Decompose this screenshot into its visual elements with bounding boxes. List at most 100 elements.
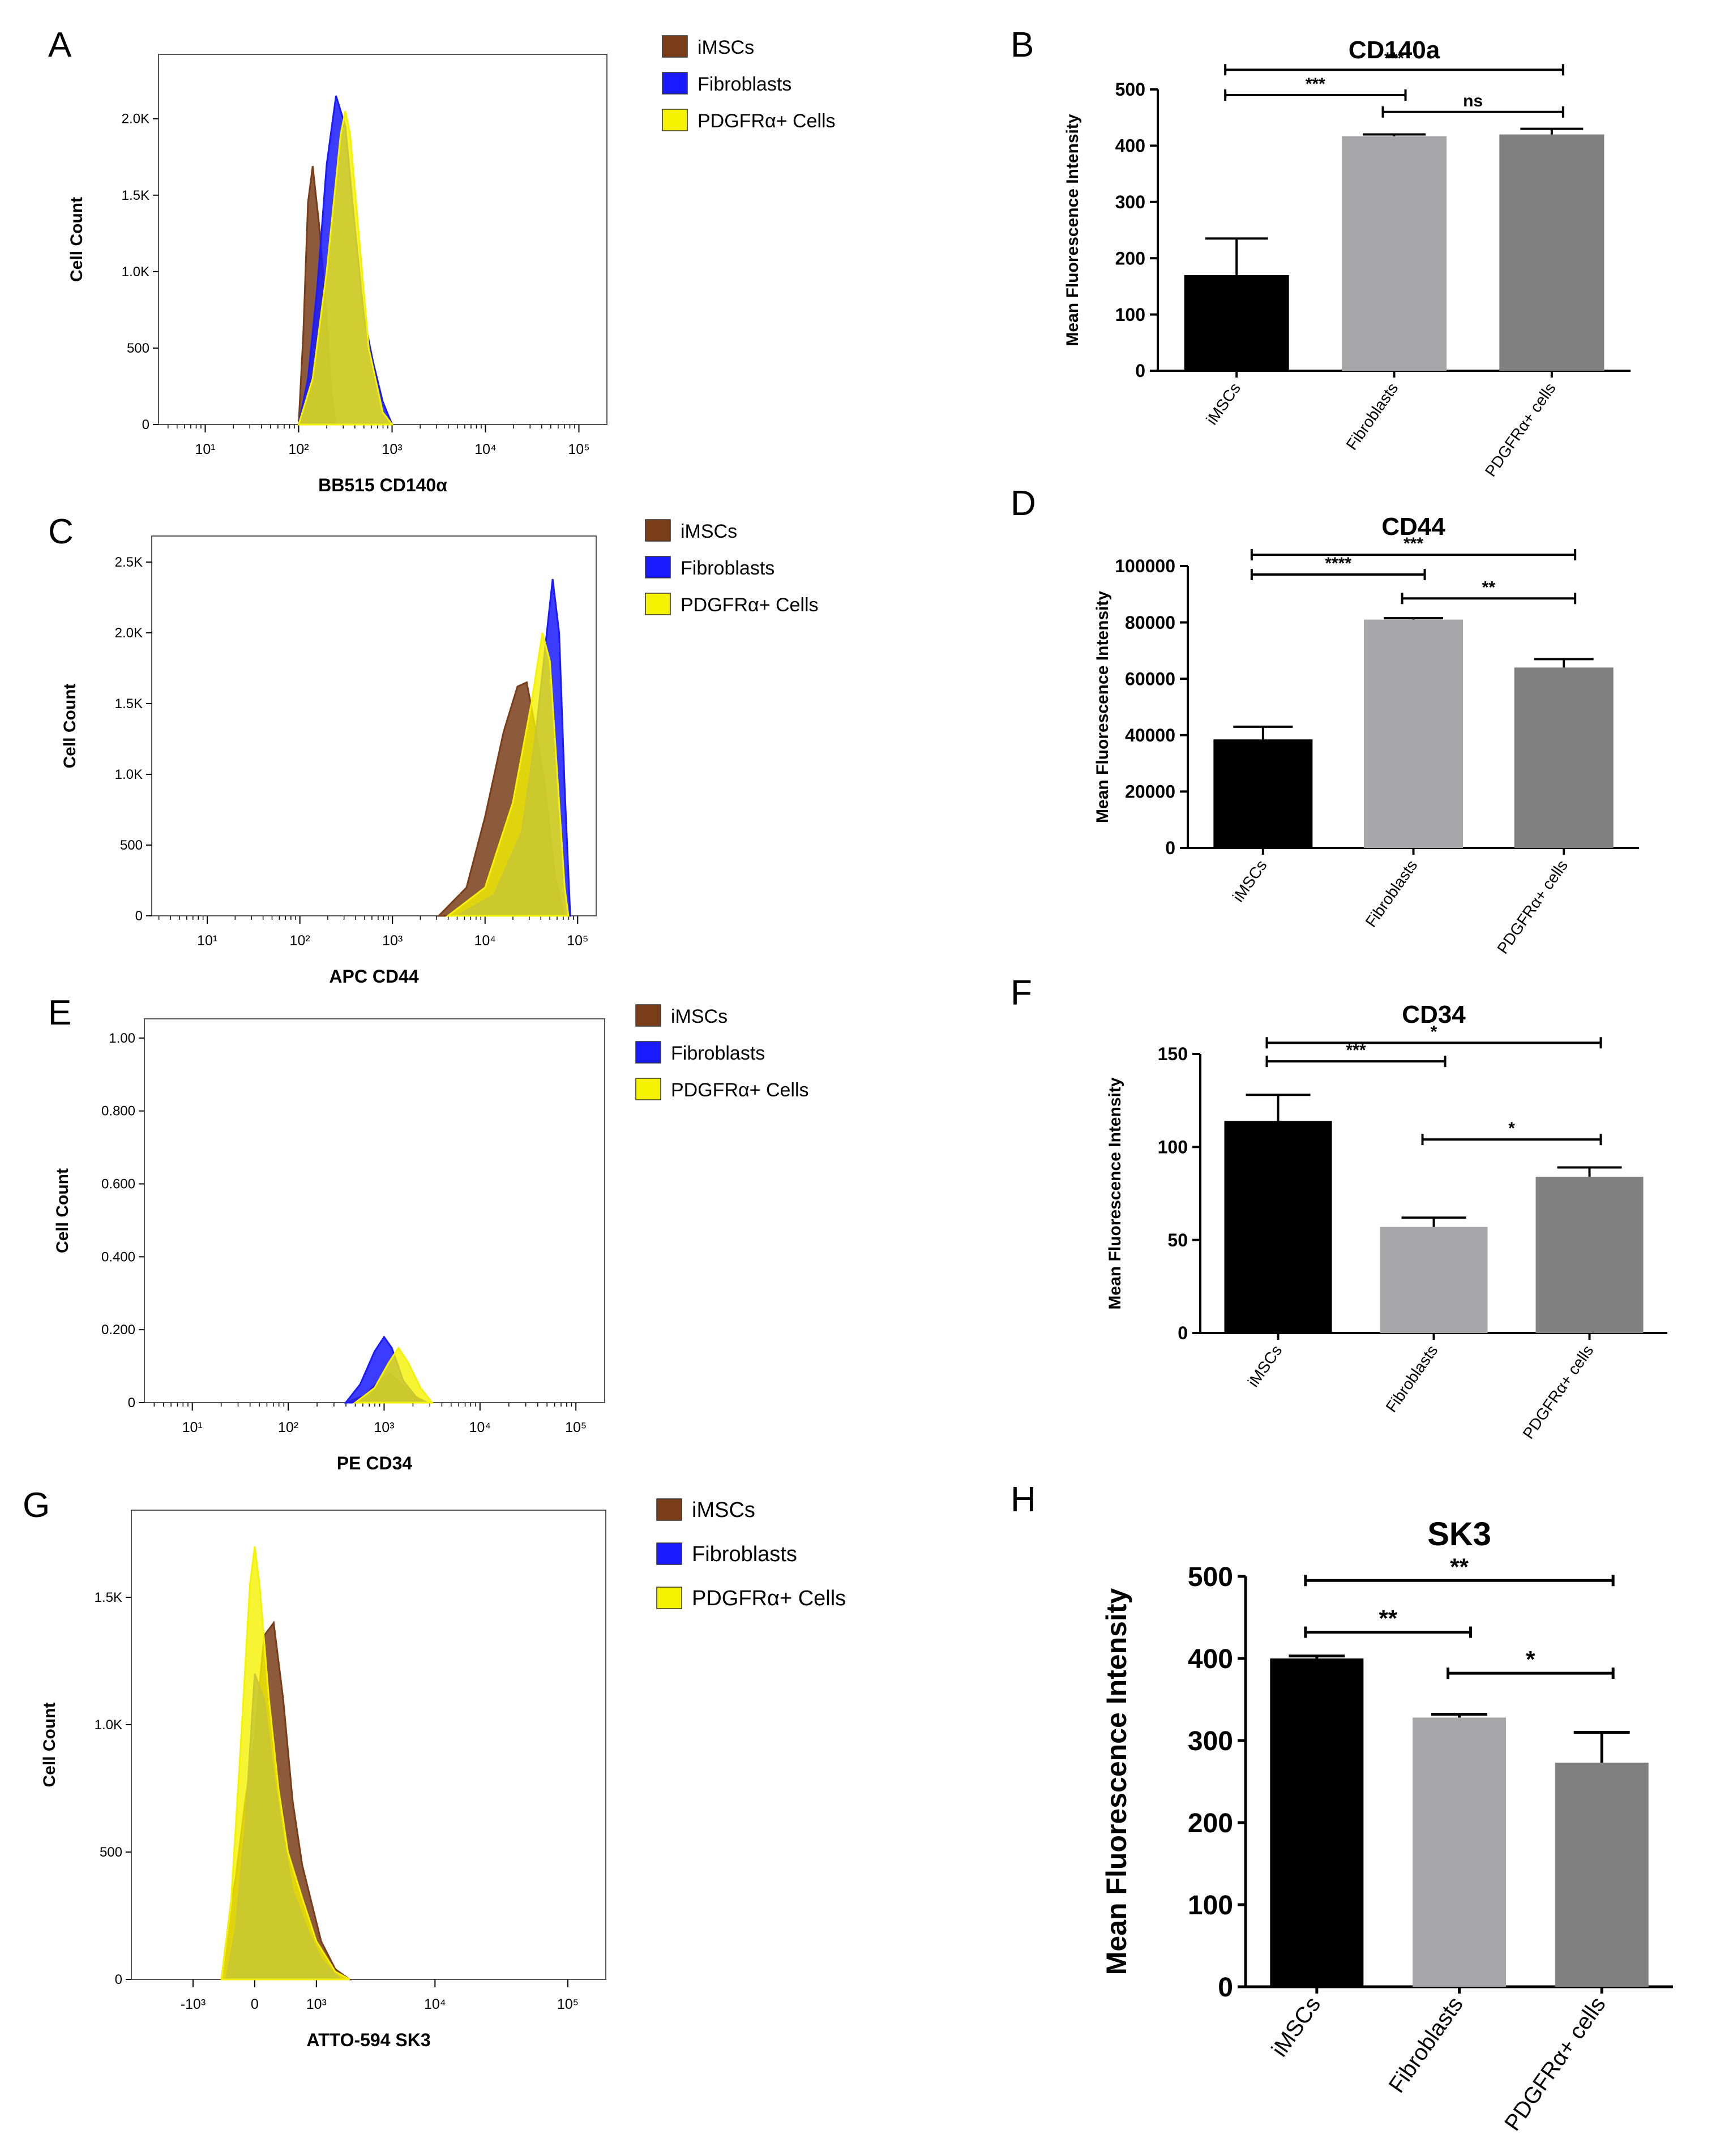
- panel-label: D: [1011, 484, 1036, 523]
- significance-label: ***: [1404, 534, 1423, 553]
- histogram-panel-g: G 0 500 1.0K 1.5K -10³ 0 10³ 10⁴ 10⁵ Cell Count ATT…: [23, 1486, 846, 2050]
- y-tick-label: 50: [1167, 1230, 1188, 1250]
- bar-imscs: [1184, 275, 1289, 371]
- significance-label: **: [1379, 1605, 1397, 1632]
- category-label: Fibroblasts: [1362, 857, 1421, 931]
- y-tick-label: 300: [1188, 1726, 1233, 1756]
- y-tick-label: 0.200: [101, 1322, 135, 1338]
- bar-imscs: [1270, 1658, 1364, 1987]
- legend-swatch: [635, 1078, 661, 1100]
- y-tick-label: 0: [1135, 361, 1145, 381]
- significance-label: ****: [1325, 554, 1351, 573]
- significance-label: *: [1526, 1646, 1535, 1673]
- bar-panel-f: F CD34 0 50 100 150 Mean Fluorescence Intensit…: [1011, 974, 1667, 1442]
- legend-swatch: [645, 593, 671, 615]
- y-tick-label: 0.800: [101, 1104, 135, 1119]
- legend-swatch: [635, 1041, 661, 1064]
- legend-label: PDGFRα+ Cells: [698, 110, 836, 132]
- significance-label: *: [1508, 1119, 1515, 1138]
- category-label: PDGFRα+ cells: [1494, 857, 1571, 957]
- significance-label: **: [1450, 1553, 1469, 1580]
- y-tick-label: 500: [1188, 1562, 1233, 1592]
- panel-label: E: [48, 993, 71, 1032]
- legend-swatch: [656, 1587, 682, 1609]
- x-tick-label: 10⁴: [474, 933, 496, 949]
- plot-frame: [144, 1018, 605, 1403]
- bar-fibroblasts: [1364, 619, 1463, 848]
- x-tick-label: 10¹: [195, 442, 215, 457]
- panel-label: G: [23, 1486, 50, 1525]
- bar-pdgfr-cells: [1499, 134, 1605, 371]
- category-label: Fibroblasts: [1384, 1992, 1468, 2097]
- y-axis-label: Cell Count: [40, 1703, 59, 1788]
- legend-label: PDGFRα+ Cells: [681, 594, 819, 616]
- panel-label: C: [48, 512, 74, 551]
- legend-swatch: [635, 1004, 661, 1027]
- x-tick-label: 0: [251, 1996, 259, 2012]
- legend-swatch: [645, 519, 671, 542]
- y-tick-label: 60000: [1125, 668, 1175, 689]
- panel-label: A: [48, 25, 72, 65]
- legend-label: Fibroblasts: [671, 1043, 765, 1064]
- y-tick-label: 20000: [1125, 782, 1175, 802]
- y-tick-label: 0.600: [101, 1177, 135, 1192]
- bar-pdgfr-cells: [1535, 1176, 1644, 1333]
- y-tick-label: 200: [1188, 1808, 1233, 1838]
- x-tick-label: 10³: [382, 442, 402, 457]
- y-tick-label: 0.400: [101, 1249, 135, 1265]
- y-tick-label: 100: [1115, 305, 1145, 325]
- x-tick-label: 10⁵: [557, 1996, 579, 2012]
- histogram-panel-a: A 0 500 1.0K 1.5K 2.0K 10¹ 10² 10³ 10⁴ 10⁵ Cell Cou…: [48, 25, 836, 495]
- y-tick-label: 500: [100, 1845, 122, 1860]
- bar-imscs: [1224, 1121, 1332, 1333]
- legend-label: PDGFRα+ Cells: [671, 1079, 809, 1101]
- legend-label: iMSCs: [698, 37, 754, 58]
- x-tick-label: -10³: [181, 1996, 206, 2012]
- y-axis-label: Cell Count: [53, 1168, 72, 1253]
- y-tick-label: 100: [1188, 1891, 1233, 1921]
- y-tick-label: 300: [1115, 192, 1145, 212]
- y-tick-label: 500: [120, 838, 143, 853]
- histogram-series-pdgfr-cells: [220, 1546, 350, 1981]
- legend-label: iMSCs: [692, 1498, 755, 1522]
- y-tick-label: 1.5K: [115, 696, 143, 711]
- legend-swatch: [662, 72, 688, 95]
- y-tick-label: 1.0K: [122, 264, 149, 280]
- y-tick-label: 1.0K: [95, 1717, 122, 1733]
- significance-label: ns: [1463, 92, 1483, 110]
- category-label: PDGFRα+ cells: [1520, 1342, 1597, 1442]
- plot-frame: [131, 1510, 606, 1980]
- panel-label: F: [1011, 974, 1032, 1013]
- bar-panel-b: B CD140a 0 100 200 300 400 500 Mean Fluorescence…: [1011, 25, 1631, 480]
- significance-label: ***: [1346, 1041, 1366, 1060]
- x-tick-label: 10¹: [182, 1420, 203, 1435]
- x-tick-label: 10¹: [197, 933, 217, 949]
- y-axis-label: Mean Fluorescence Intensity: [1106, 1077, 1124, 1309]
- y-axis-label: Mean Fluorescence Intensity: [1063, 114, 1082, 346]
- x-tick-label: 10⁵: [565, 1420, 587, 1435]
- x-axis-label: BB515 CD140α: [318, 475, 447, 495]
- x-tick-label: 10²: [288, 442, 309, 457]
- y-tick-label: 0: [1178, 1323, 1188, 1343]
- y-axis-label: Cell Count: [67, 197, 86, 282]
- category-label: PDGFRα+ cells: [1500, 1992, 1610, 2136]
- x-tick-label: 10⁵: [567, 933, 588, 949]
- y-tick-label: 2.0K: [122, 112, 149, 127]
- x-tick-label: 10²: [278, 1420, 298, 1435]
- y-tick-label: 100: [1158, 1137, 1188, 1158]
- y-tick-label: 500: [1115, 79, 1145, 100]
- y-tick-label: 500: [127, 341, 149, 356]
- y-tick-label: 400: [1115, 136, 1145, 156]
- x-axis-label: PE CD34: [337, 1453, 413, 1473]
- panel-label: H: [1011, 1480, 1036, 1519]
- bar-imscs: [1213, 739, 1313, 848]
- legend-swatch: [662, 109, 688, 131]
- x-tick-label: 10⁴: [469, 1420, 491, 1435]
- plot-frame: [151, 535, 597, 916]
- bar-pdgfr-cells: [1555, 1763, 1649, 1987]
- x-tick-label: 10²: [290, 933, 310, 949]
- y-tick-label: 0: [142, 417, 149, 432]
- histogram-panel-c: C 0 500 1.0K 1.5K 2.0K 2.5K 10¹ 10² 10³ 10⁴ 10⁵ Cell…: [48, 512, 819, 987]
- x-axis-label: APC CD44: [329, 966, 418, 987]
